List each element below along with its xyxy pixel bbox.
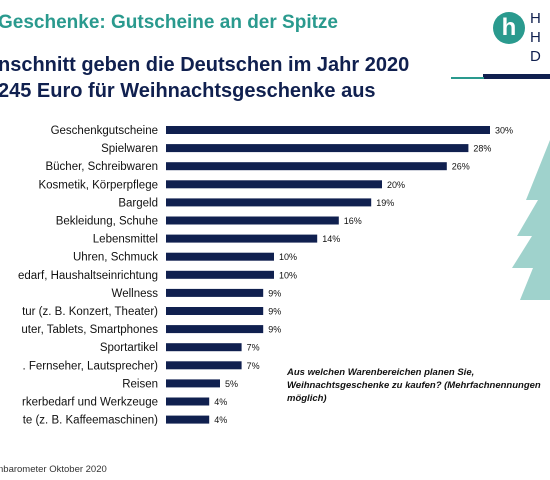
bar: [166, 288, 264, 297]
bar: [166, 361, 242, 370]
value-label: 10%: [279, 270, 297, 280]
value-label: 4%: [214, 397, 227, 407]
category-label: Bekleidung, Schuhe: [56, 216, 158, 228]
bar: [166, 198, 372, 207]
value-label: 9%: [268, 307, 281, 317]
value-label: 19%: [376, 198, 394, 208]
subtitle-line-1: nschnitt geben die Deutschen im Jahr 202…: [0, 54, 410, 76]
bar: [166, 234, 318, 243]
brand-logo: h H H D: [492, 10, 550, 72]
category-label: Uhren, Schmuck: [73, 252, 158, 264]
bar: [166, 162, 447, 171]
bar: [166, 270, 274, 279]
header-rule-dark: [483, 74, 550, 79]
header-rule-teal: [451, 77, 484, 79]
category-label: uter, Tablets, Smartphones: [21, 324, 158, 336]
bar: [166, 126, 490, 134]
category-label: Sportartikel: [100, 342, 158, 354]
category-label: Reisen: [122, 378, 158, 390]
value-label: 30%: [495, 126, 513, 136]
logo-letter-3: D: [530, 48, 541, 65]
category-label: rkerbedarf und Werkzeuge: [22, 397, 158, 409]
bar: [166, 325, 264, 334]
page-subtitle: nschnitt geben die Deutschen im Jahr 202…: [0, 52, 409, 104]
bar: [166, 252, 274, 261]
survey-question: Aus welchen Warenbereichen planen Sie, W…: [287, 367, 541, 404]
logo-badge: h: [493, 12, 525, 44]
bar: [166, 180, 382, 189]
bar: [166, 379, 220, 388]
bar: [166, 415, 210, 424]
category-label: Kosmetik, Körperpflege: [38, 179, 158, 191]
value-label: 5%: [225, 379, 238, 389]
value-label: 26%: [452, 162, 470, 172]
category-label: Lebensmittel: [93, 234, 158, 246]
value-label: 28%: [473, 144, 491, 154]
bar: [166, 397, 210, 406]
bar: [166, 216, 339, 225]
category-label: edarf, Haushaltseinrichtung: [18, 270, 158, 282]
category-label: tur (z. B. Konzert, Theater): [22, 306, 158, 318]
logo-letter-1: H: [530, 10, 541, 27]
value-label: 10%: [279, 252, 297, 262]
source-note: nbarometer Oktober 2020: [0, 464, 107, 475]
value-label: 4%: [214, 415, 227, 425]
value-label: 7%: [247, 361, 260, 371]
subtitle-line-2: 245 Euro für Weihnachtsgeschenke aus: [0, 80, 376, 102]
value-label: 16%: [344, 216, 362, 226]
category-label: Bücher, Schreibwaren: [45, 161, 158, 173]
bar: [166, 144, 469, 153]
value-label: 9%: [268, 325, 281, 335]
bar: [166, 343, 242, 352]
category-label: Bargeld: [118, 197, 158, 209]
value-label: 14%: [322, 234, 340, 244]
value-label: 9%: [268, 288, 281, 298]
category-label: Geschenkgutscheine: [51, 125, 158, 137]
page-title: Geschenke: Gutscheine an der Spitze: [0, 12, 338, 33]
category-label: Spielwaren: [101, 143, 158, 155]
category-label: Wellness: [112, 288, 159, 300]
value-label: 20%: [387, 180, 405, 190]
christmas-tree-icon: [512, 140, 550, 300]
value-label: 7%: [247, 343, 260, 353]
category-label: te (z. B. Kaffeemaschinen): [23, 415, 158, 427]
logo-letter-2: H: [530, 29, 541, 46]
category-label: . Fernseher, Lautsprecher): [22, 360, 158, 372]
bar: [166, 307, 264, 315]
